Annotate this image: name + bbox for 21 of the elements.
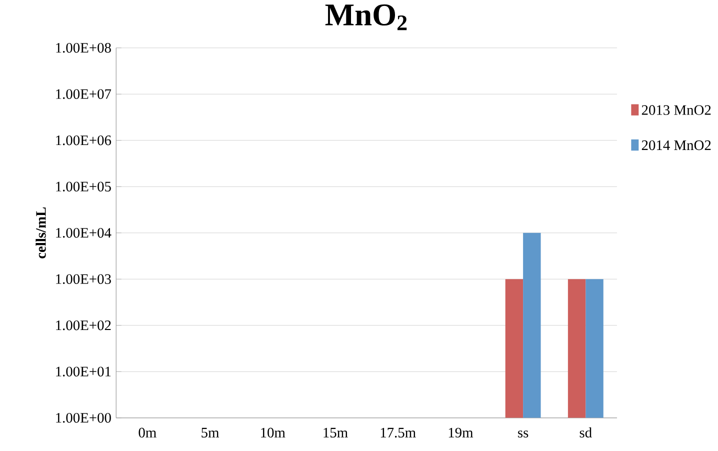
y-tick-label: 1.00E+06	[56, 135, 112, 146]
y-axis-title: cells/mL	[36, 207, 46, 258]
y-tick-label: 1.00E+01	[56, 366, 111, 376]
x-tick-label: 15m	[324, 428, 348, 438]
y-tick-label: 1.00E+03	[56, 274, 111, 284]
y-tick-label: 1.00E+02	[56, 320, 111, 330]
x-tick-label: ss	[518, 430, 528, 438]
y-tick-label: 1.00E+00	[56, 412, 111, 423]
x-tick-label: sd	[580, 427, 592, 438]
x-tick-label: 17.5m	[380, 428, 416, 438]
x-tick-label: 19m	[448, 428, 474, 438]
legend-label: 2014 MnO2	[642, 140, 711, 150]
x-tick-label: 0m	[138, 428, 156, 438]
x-tick-label: 10m	[261, 428, 286, 438]
y-tick-label: 1.00E+07	[56, 89, 112, 99]
y-tick-label: 1.00E+05	[56, 182, 111, 192]
chart-title: MnO$_{2}$	[325, 4, 407, 30]
x-tick-label: 5m	[202, 428, 220, 438]
y-tick-label: 1.00E+04	[56, 228, 112, 238]
y-tick-label: 1.00E+08	[56, 42, 111, 53]
legend-label: 2013 MnO2	[642, 105, 711, 115]
